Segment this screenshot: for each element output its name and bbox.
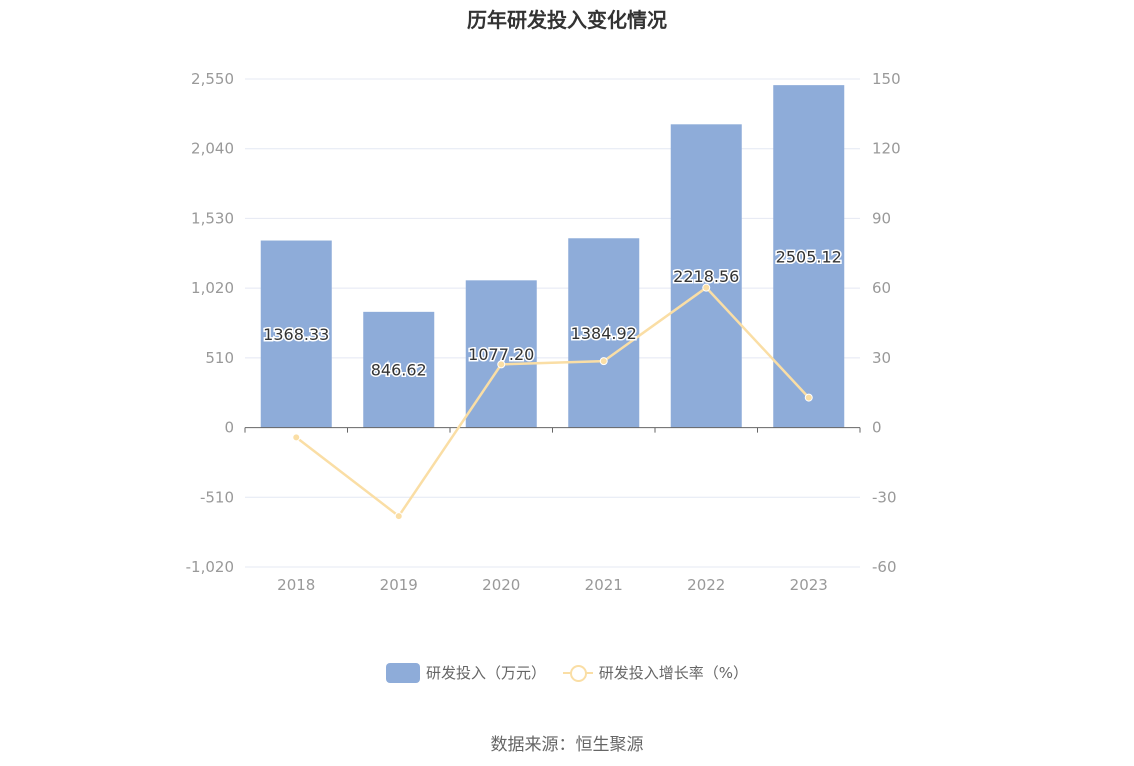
y-left-tick-label: -1,020 — [186, 558, 234, 576]
legend-bar-swatch — [385, 662, 420, 683]
growth-point — [394, 512, 403, 521]
growth-point — [292, 433, 301, 442]
bar-data-label: 846.62 — [371, 361, 427, 380]
legend-label-line: 研发投入增长率（%） — [598, 664, 749, 682]
growth-point — [599, 357, 608, 366]
y-left-tick-label: 1,020 — [191, 279, 234, 297]
source-note: 数据来源：恒生聚源 — [490, 735, 644, 755]
x-tick-label: 2018 — [277, 576, 315, 594]
bar — [670, 124, 742, 428]
y-right-tick-label: 0 — [872, 419, 882, 437]
y-left-tick-label: 2,550 — [191, 70, 234, 88]
x-tick-label: 2022 — [687, 576, 725, 594]
bar-data-label: 1077.20 — [468, 345, 534, 364]
y-right-tick-label: -30 — [872, 488, 897, 506]
bar — [465, 280, 537, 428]
growth-point — [804, 393, 813, 402]
x-tick-label: 2020 — [482, 576, 520, 594]
y-right-tick-label: 150 — [872, 70, 901, 88]
chart-title: 历年研发投入变化情况 — [467, 8, 667, 32]
bar — [260, 240, 332, 428]
bar — [568, 238, 640, 428]
legend-item-line[interactable]: 研发投入增长率（%） — [562, 662, 749, 683]
growth-point — [497, 360, 506, 369]
y-right-tick-label: 30 — [872, 349, 891, 367]
x-tick-label: 2019 — [380, 576, 418, 594]
bar-data-label: 2505.12 — [776, 247, 842, 266]
y-left-tick-label: 0 — [224, 419, 234, 437]
y-right-tick-label: -60 — [872, 558, 897, 576]
y-left-tick-label: 510 — [205, 349, 234, 367]
bar-data-label: 1368.33 — [263, 325, 329, 344]
bar-data-label: 2218.56 — [673, 267, 739, 286]
legend-label-bar: 研发投入（万元） — [425, 664, 546, 682]
y-right-tick-label: 60 — [872, 279, 891, 297]
legend: 研发投入（万元） 研发投入增长率（%） — [0, 662, 1134, 687]
growth-line — [295, 286, 810, 518]
growth-point — [702, 283, 711, 292]
y-right-tick-label: 120 — [872, 140, 901, 158]
y-left-tick-label: 1,530 — [191, 209, 234, 227]
x-tick-label: 2021 — [585, 576, 623, 594]
y-left-tick-label: -510 — [200, 488, 234, 506]
legend-line-swatch — [562, 663, 593, 683]
y-left-tick-label: 2,040 — [191, 140, 234, 158]
bar-data-label: 1384.92 — [571, 324, 637, 343]
y-right-tick-label: 90 — [872, 209, 891, 227]
legend-item-bar[interactable]: 研发投入（万元） — [385, 662, 546, 683]
x-tick-label: 2023 — [790, 576, 828, 594]
bar — [363, 311, 435, 428]
